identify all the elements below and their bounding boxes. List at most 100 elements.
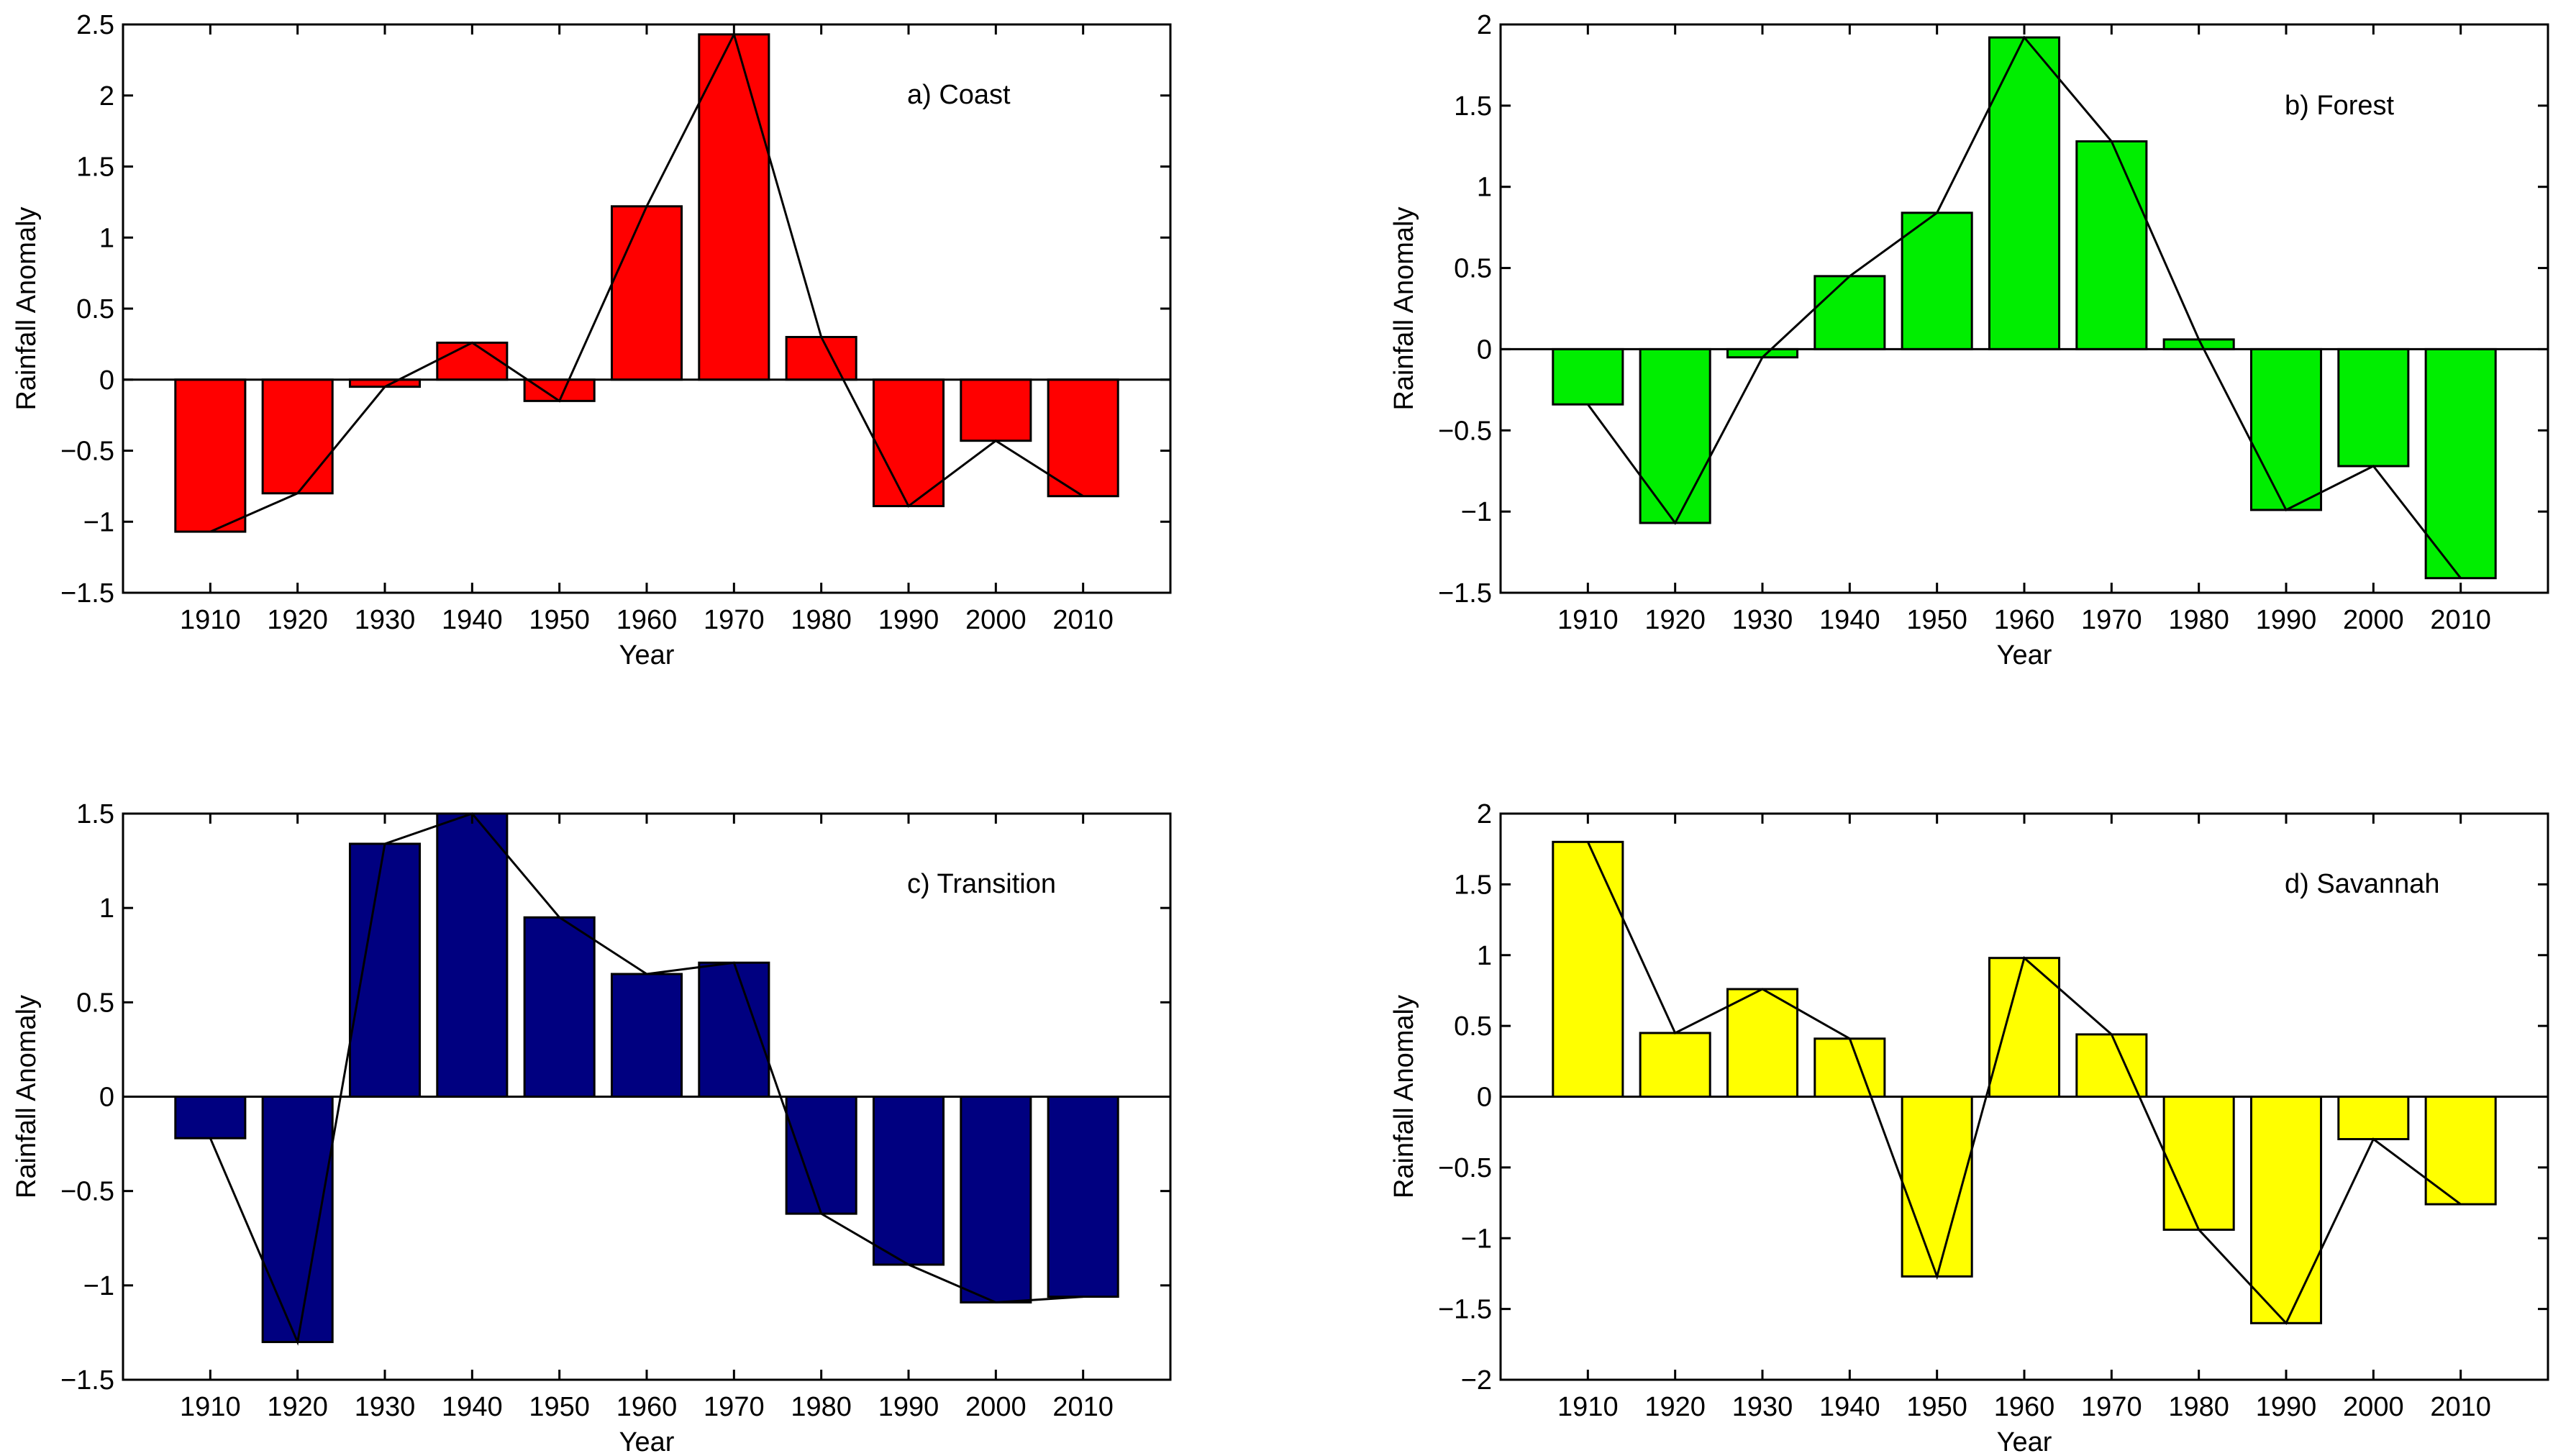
x-tick-label: 1980 [791, 605, 852, 635]
bar-2010 [1047, 378, 1119, 498]
x-tick-label: 1940 [442, 1392, 503, 1422]
y-tick-label: 1.5 [76, 799, 114, 829]
x-tick-label: 1930 [355, 605, 416, 635]
bar-2010 [2424, 347, 2497, 580]
x-tick-label: 1920 [1644, 605, 1706, 635]
bar-1950 [1901, 211, 1973, 350]
bar-1980 [2162, 1096, 2235, 1231]
x-tick-label: 1970 [704, 1392, 765, 1422]
bar-1950 [523, 916, 596, 1098]
y-tick-label: 1.5 [76, 153, 114, 183]
bar-2010 [1047, 1096, 1119, 1298]
bar-1940 [1814, 1037, 1886, 1098]
y-tick-label: −1 [83, 507, 114, 537]
x-tick-label: 1950 [1906, 605, 1967, 635]
x-tick-label: 2000 [2343, 1392, 2404, 1422]
y-axis-label: Rainfall Anomaly [1389, 995, 1419, 1198]
y-tick-label: −1 [1461, 1224, 1492, 1254]
y-tick-label: 0.5 [1454, 1011, 1492, 1042]
x-axis-label: Year [1997, 1427, 2052, 1456]
x-axis-label: Year [1997, 640, 2052, 670]
x-tick-label: 1950 [1906, 1392, 1967, 1422]
y-tick-label: 2 [1477, 10, 1492, 40]
bar-1980 [785, 336, 857, 381]
bar-1990 [2249, 1096, 2323, 1324]
bar-2010 [2424, 1096, 2497, 1206]
x-axis-label: Year [619, 1427, 675, 1456]
x-tick-label: 1930 [1732, 1392, 1793, 1422]
x-tick-label: 1980 [2168, 605, 2229, 635]
subplot-3: −1.5 −1 −0.5 0 0.5 1 1.5 1910 1920 1930 1940 1950 19… [12, 799, 1172, 1456]
bar-1960 [610, 205, 683, 381]
x-tick-label: 1950 [529, 1392, 590, 1422]
bar-1980 [785, 1096, 857, 1215]
x-tick-label: 1910 [180, 605, 241, 635]
x-tick-label: 2000 [965, 1392, 1027, 1422]
panel-title: d) Savannah [2285, 869, 2440, 899]
y-tick-label: −0.5 [1438, 416, 1492, 446]
bar-1960 [610, 973, 683, 1098]
y-tick-label: 1 [99, 893, 114, 924]
y-tick-label: 2.5 [76, 10, 114, 40]
bar-1960 [1988, 36, 2061, 350]
x-tick-label: 1940 [442, 605, 503, 635]
bar-2000 [960, 1096, 1032, 1303]
bar-1940 [436, 812, 509, 1098]
x-tick-label: 2010 [1052, 605, 1114, 635]
y-tick-label: 0 [99, 365, 114, 396]
x-tick-label: 1960 [1994, 1392, 2055, 1422]
x-tick-label: 1940 [1819, 1392, 1880, 1422]
bar-1950 [523, 378, 596, 402]
y-tick-label: −1.5 [60, 1365, 114, 1396]
bar-1970 [698, 33, 770, 381]
panel-title: b) Forest [2285, 91, 2394, 121]
x-tick-label: 1920 [1644, 1392, 1706, 1422]
y-tick-label: 1 [1477, 173, 1492, 203]
x-tick-label: 1930 [1732, 605, 1793, 635]
x-tick-label: 1910 [180, 1392, 241, 1422]
bar-1920 [261, 1096, 334, 1344]
y-tick-label: 1 [99, 223, 114, 253]
y-tick-label: −1 [83, 1271, 114, 1301]
x-tick-label: 1950 [529, 605, 590, 635]
y-tick-label: 2 [1477, 799, 1492, 829]
x-tick-label: 1990 [2256, 1392, 2317, 1422]
x-tick-label: 1980 [2168, 1392, 2229, 1422]
y-tick-label: 0.5 [1454, 254, 1492, 284]
x-axis-label: Year [619, 640, 675, 670]
x-tick-label: 1960 [1994, 605, 2055, 635]
bar-1930 [1726, 988, 1799, 1098]
x-tick-label: 1990 [2256, 605, 2317, 635]
x-tick-label: 1920 [267, 1392, 328, 1422]
x-tick-label: 1970 [2081, 1392, 2142, 1422]
x-tick-label: 2010 [1052, 1392, 1114, 1422]
bar-1910 [174, 378, 247, 533]
panel-title: c) Transition [907, 869, 1056, 899]
panel-title: a) Coast [907, 80, 1011, 110]
x-tick-label: 2000 [965, 605, 1027, 635]
x-tick-label: 1990 [878, 605, 939, 635]
y-tick-label: 1 [1477, 941, 1492, 971]
y-tick-label: 0.5 [76, 988, 114, 1018]
x-tick-label: 1980 [791, 1392, 852, 1422]
trend-line [1587, 35, 2462, 579]
subplot-1: −1.5 −1 −0.5 0 0.5 1 1.5 2 2.5 1910 1920 1930 1940 19… [12, 10, 1172, 670]
bar-1920 [1639, 1032, 1711, 1098]
x-tick-label: 1990 [878, 1392, 939, 1422]
bar-1990 [2249, 347, 2323, 511]
y-tick-label: 0 [1477, 1083, 1492, 1113]
y-tick-label: −2 [1461, 1365, 1492, 1396]
x-tick-label: 1960 [616, 1392, 678, 1422]
x-tick-label: 1930 [355, 1392, 416, 1422]
trend-line [1586, 841, 2462, 1325]
y-tick-label: 0 [99, 1083, 114, 1113]
y-axis-label: Rainfall Anomaly [1389, 206, 1419, 410]
y-axis-label: Rainfall Anomaly [12, 995, 42, 1198]
x-tick-label: 1940 [1819, 605, 1880, 635]
y-tick-label: 0 [1477, 335, 1492, 365]
y-tick-label: −1 [1461, 497, 1492, 527]
x-tick-label: 1910 [1557, 605, 1619, 635]
y-tick-label: −1.5 [60, 578, 114, 609]
x-tick-label: 2010 [2430, 605, 2491, 635]
